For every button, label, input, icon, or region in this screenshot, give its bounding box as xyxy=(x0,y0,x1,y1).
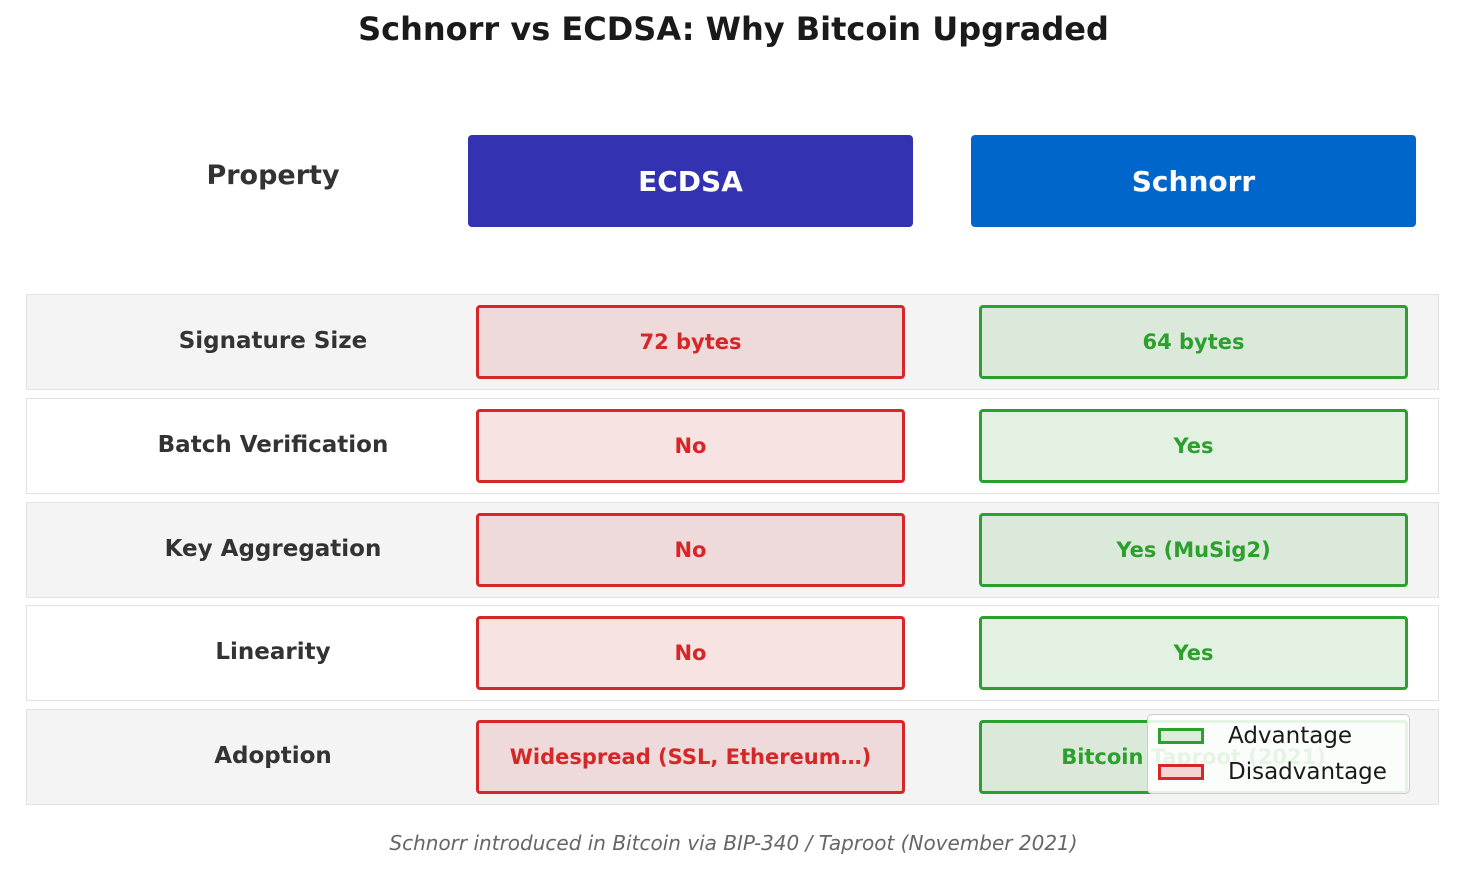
header-schnorr: Schnorr xyxy=(971,135,1416,227)
footnote: Schnorr introduced in Bitcoin via BIP-34… xyxy=(389,831,1078,855)
header-ecdsa: ECDSA xyxy=(468,135,913,227)
legend: Advantage Disadvantage xyxy=(1147,714,1410,794)
row-label-linearity: Linearity xyxy=(215,639,331,665)
legend-item-disadvantage: Disadvantage xyxy=(1158,758,1387,786)
legend-item-advantage: Advantage xyxy=(1158,722,1352,750)
legend-swatch-disadvantage xyxy=(1158,764,1204,780)
ecdsa-cell-linearity: No xyxy=(476,616,905,690)
ecdsa-cell-signature-size: 72 bytes xyxy=(476,305,905,379)
legend-swatch-advantage xyxy=(1158,728,1204,744)
schnorr-cell-signature-size: 64 bytes xyxy=(979,305,1408,379)
header-property: Property xyxy=(206,160,340,191)
ecdsa-cell-adoption: Widespread (SSL, Ethereum…) xyxy=(476,720,905,794)
legend-label-disadvantage: Disadvantage xyxy=(1228,759,1387,785)
schnorr-cell-batch-verification: Yes xyxy=(979,409,1408,483)
row-label-key-aggregation: Key Aggregation xyxy=(164,536,382,562)
ecdsa-cell-key-aggregation: No xyxy=(476,513,905,587)
legend-label-advantage: Advantage xyxy=(1228,723,1353,749)
row-label-batch-verification: Batch Verification xyxy=(157,432,389,458)
diagram-title: Schnorr vs ECDSA: Why Bitcoin Upgraded xyxy=(358,10,1109,48)
row-label-adoption: Adoption xyxy=(214,743,332,769)
schnorr-cell-linearity: Yes xyxy=(979,616,1408,690)
row-label-signature-size: Signature Size xyxy=(178,328,368,354)
ecdsa-cell-batch-verification: No xyxy=(476,409,905,483)
schnorr-cell-key-aggregation: Yes (MuSig2) xyxy=(979,513,1408,587)
